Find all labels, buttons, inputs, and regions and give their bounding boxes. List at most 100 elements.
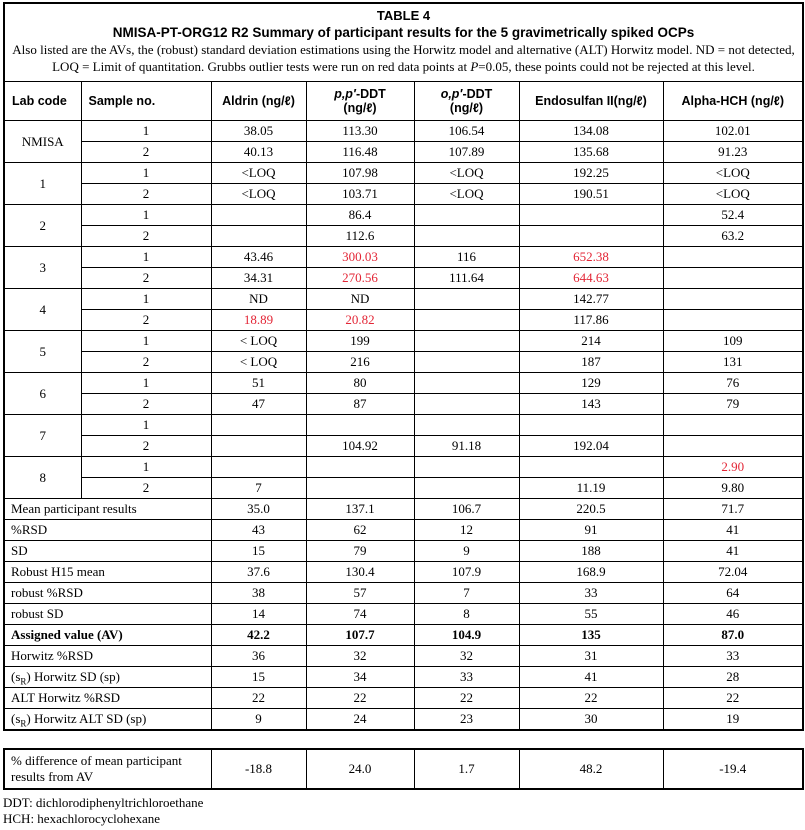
result-value-cell: ND: [210, 288, 307, 310]
title-row: TABLE 4 NMISA-PT-ORG12 R2 Summary of par…: [3, 2, 804, 82]
summary-value-cell: 64: [662, 582, 804, 604]
summary-value-cell: 42.2: [210, 624, 307, 646]
summary-value-cell: 22: [210, 687, 307, 709]
summary-value-cell: 22: [518, 687, 664, 709]
result-value-cell: 107.89: [413, 141, 520, 163]
lab-result-row: 2 < LOQ 216 187 131: [4, 351, 804, 373]
difference-row-label: % difference of mean participant results…: [3, 748, 212, 790]
sample-no-cell: 1: [80, 288, 212, 310]
note-text-2: =0.05, these points could not be rejecte…: [478, 58, 755, 74]
footnote-ddt: DDT: dichlorodiphenyltrichloroethane: [3, 795, 204, 810]
summary-row: Horwitz %RSD 36 32 32 31 33: [3, 645, 804, 667]
lab-results-body: NMISA 1 38.05 113.30 106.54 134.08 102.01 2 40.1…: [3, 120, 804, 499]
result-value-cell: 117.86: [518, 309, 664, 331]
result-value-cell: [662, 309, 804, 331]
summary-value-cell: 33: [662, 645, 804, 667]
summary-value-cell: 62: [305, 519, 415, 541]
result-value-cell: 116.48: [305, 141, 415, 163]
result-value-cell: [210, 204, 307, 226]
summary-value-cell: 41: [518, 666, 664, 688]
op-ddt-italic: o,p′: [440, 87, 463, 101]
result-value-cell: 214: [518, 330, 664, 352]
sample-no-cell: 1: [80, 414, 212, 436]
summary-statistics-body: Mean participant results 35.0 137.1 106.7 22…: [3, 498, 804, 731]
summary-value-cell: 8: [413, 603, 520, 625]
summary-value-cell: 36: [210, 645, 307, 667]
summary-value-cell: 22: [305, 687, 415, 709]
summary-value-cell: 19: [662, 708, 804, 731]
lab-code-cell: 3: [3, 246, 82, 289]
summary-value-cell: 41: [662, 519, 804, 541]
summary-value-cell: 43: [210, 519, 307, 541]
summary-value-cell: 30: [518, 708, 664, 731]
sample-no-cell: 1: [80, 456, 212, 478]
result-value-cell: 104.92: [305, 435, 415, 457]
subscript-r: R: [20, 718, 27, 729]
summary-value-cell: 79: [305, 540, 415, 562]
result-value-cell: 129: [518, 372, 664, 394]
sample-no-cell: 1: [80, 372, 212, 394]
summary-value-cell: 37.6: [210, 561, 307, 583]
table-note: Also listed are the AVs, the (robust) st…: [11, 42, 796, 75]
result-value-cell: 51: [210, 372, 307, 394]
summary-value-cell: 188: [518, 540, 664, 562]
summary-value-cell: 107.7: [305, 624, 415, 646]
result-value-cell: [518, 225, 664, 247]
summary-row-label: Robust H15 mean: [3, 561, 212, 583]
result-value-cell: [662, 435, 804, 457]
summary-row: SD 15 79 9 188 41: [3, 540, 804, 562]
summary-value-cell: 91: [518, 519, 664, 541]
lab-result-row: NMISA 1 38.05 113.30 106.54 134.08 102.01: [3, 120, 804, 163]
op-ddt-unit: (ng/ℓ): [449, 101, 484, 115]
sample-no-cell: 2: [80, 435, 212, 457]
result-value-cell: 9.80: [662, 477, 804, 499]
result-value-cell: [413, 330, 520, 352]
sample-no-cell: 2: [80, 183, 212, 205]
summary-value-cell: 14: [210, 603, 307, 625]
result-value-cell: 112.6: [305, 225, 415, 247]
summary-row: (sR) Horwitz ALT SD (sp) 9 24 23 30 19: [3, 708, 804, 731]
result-value-cell: [413, 393, 520, 415]
result-value-cell: 34.31: [210, 267, 307, 289]
col-header-sample-no: Sample no.: [80, 81, 212, 121]
result-value-cell: 20.82: [305, 309, 415, 331]
result-value-cell: ND: [305, 288, 415, 310]
summary-value-cell: 38: [210, 582, 307, 604]
result-value-cell: 79: [662, 393, 804, 415]
lab-result-row: 3 1 43.46 300.03 116 652.38: [3, 246, 804, 289]
pp-ddt-italic: p,p′: [334, 87, 356, 101]
result-value-cell: [413, 225, 520, 247]
summary-row-label: ALT Horwitz %RSD: [3, 687, 212, 709]
result-value-cell: 52.4: [662, 204, 804, 226]
summary-row-label: SD: [3, 540, 212, 562]
result-value-cell: [662, 414, 804, 436]
result-value-cell: <LOQ: [662, 183, 804, 205]
lab-result-row: 2 <LOQ 103.71 <LOQ 190.51 <LOQ: [4, 183, 804, 205]
sample-no-cell: 2: [80, 393, 212, 415]
result-value-cell: 111.64: [413, 267, 520, 289]
results-table: TABLE 4 NMISA-PT-ORG12 R2 Summary of par…: [3, 2, 805, 731]
summary-value-cell: 57: [305, 582, 415, 604]
lab-result-row: 2 104.92 91.18 192.04: [4, 435, 804, 457]
result-value-cell: [413, 456, 520, 478]
summary-value-cell: 104.9: [413, 624, 520, 646]
result-value-cell: [413, 288, 520, 310]
result-value-cell: 116: [413, 246, 520, 268]
summary-value-cell: 7: [413, 582, 520, 604]
summary-row-label: Horwitz %RSD: [3, 645, 212, 667]
sample-no-cell: 2: [80, 351, 212, 373]
result-value-cell: [413, 477, 520, 499]
summary-row-label: (sR) Horwitz SD (sp): [3, 666, 212, 688]
lab-result-row: 2 40.13 116.48 107.89 135.68 91.23: [4, 141, 804, 163]
note-text-1: Also listed are the AVs, the (robust) st…: [12, 42, 795, 74]
result-value-cell: 107.98: [305, 162, 415, 184]
lab-code-cell: 7: [3, 414, 82, 457]
sample-no-cell: 2: [80, 309, 212, 331]
lab-result-row: 2 47 87 143 79: [4, 393, 804, 415]
col-header-endosulfan: Endosulfan II(ng/ℓ): [518, 81, 664, 121]
summary-value-cell: 28: [662, 666, 804, 688]
result-value-cell: 192.04: [518, 435, 664, 457]
result-value-cell: [518, 414, 664, 436]
summary-row-label: Mean participant results: [3, 498, 212, 520]
result-value-cell: [413, 414, 520, 436]
